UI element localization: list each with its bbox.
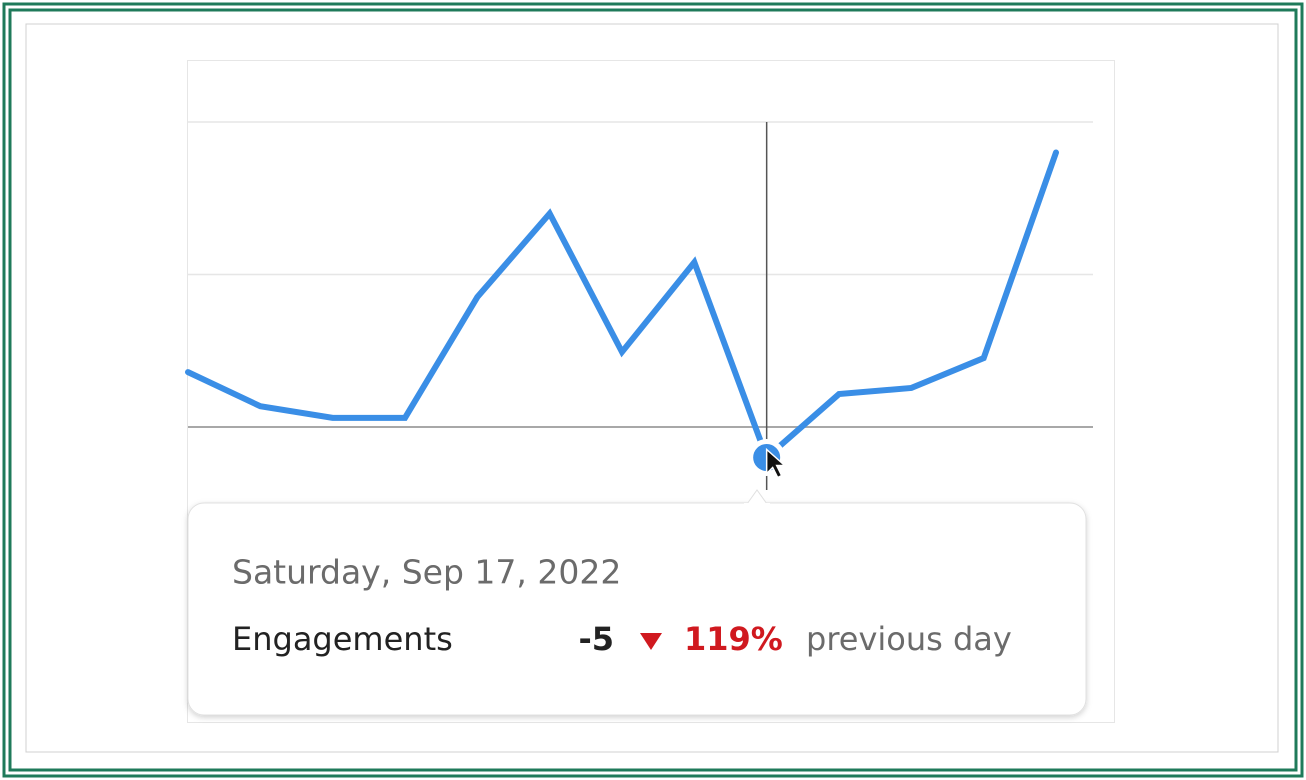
tooltip-date: Saturday, Sep 17, 2022 [232,553,621,592]
down-arrow [640,633,662,650]
tooltip: Saturday, Sep 17, 2022 Engagements -5 11… [187,489,1087,716]
tooltip-change: 119% [684,620,783,658]
plot [185,121,1093,490]
tooltip-series: Engagements [232,620,453,658]
series-line [185,149,1059,463]
tooltip-box [187,502,1087,716]
tooltip-value: -5 [578,620,614,658]
caret-cover [744,503,770,507]
cursor [765,447,787,479]
tooltip-comparison: previous day [806,620,1012,658]
inner-frame [8,8,1298,772]
